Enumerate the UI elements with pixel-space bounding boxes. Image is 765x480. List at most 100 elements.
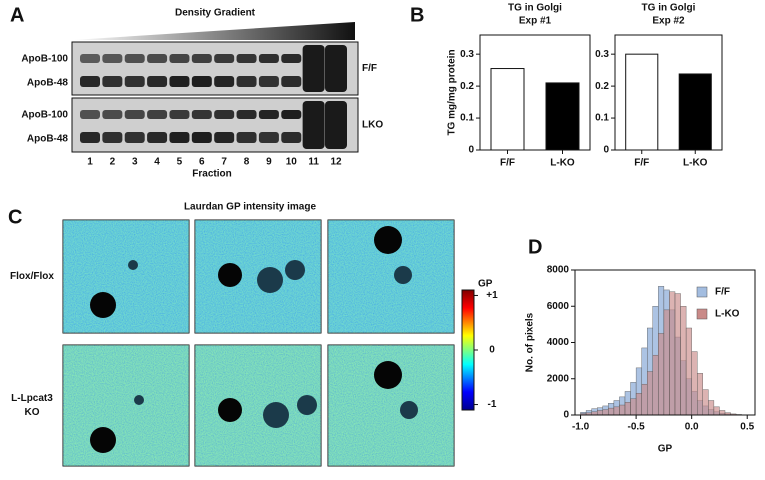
fraction-label: 11	[308, 157, 319, 168]
nucleus	[285, 260, 305, 280]
band-label: ApoB-48	[27, 134, 69, 145]
fraction-label: 10	[286, 157, 298, 168]
band	[325, 101, 347, 149]
bar	[678, 73, 712, 151]
band	[236, 54, 257, 63]
microscopy-images	[62, 219, 455, 467]
row-label: Flox/Flox	[10, 271, 54, 282]
band	[325, 45, 347, 92]
band	[302, 45, 325, 92]
band	[147, 54, 168, 63]
histogram-bar	[613, 406, 620, 416]
band	[80, 54, 100, 63]
fraction-label: 12	[330, 157, 342, 168]
band	[191, 54, 212, 63]
band	[102, 132, 123, 143]
nucleus	[90, 292, 116, 318]
x-tick-label: 0.0	[685, 422, 699, 433]
band	[169, 76, 190, 87]
band	[124, 110, 145, 119]
y-tick-label: 0	[468, 145, 474, 156]
histogram-bar	[630, 398, 637, 416]
gradient-wedge	[72, 22, 355, 40]
panel-letter: A	[10, 4, 24, 26]
band	[258, 110, 279, 119]
bar	[545, 82, 580, 151]
band	[124, 132, 145, 143]
panel-letter: D	[528, 236, 542, 258]
bar	[490, 68, 525, 151]
histogram-bar	[691, 351, 698, 416]
x-tick-label: -1.0	[572, 422, 590, 433]
band	[281, 76, 302, 87]
fraction-label: 5	[177, 157, 183, 168]
band	[214, 132, 235, 143]
axes-frame	[614, 34, 723, 151]
y-tick-label: 6000	[547, 301, 570, 312]
nucleus	[374, 226, 402, 254]
y-tick-label: 2000	[547, 373, 570, 384]
histogram-bar	[635, 393, 642, 416]
gradient-label: Density Gradient	[175, 8, 256, 19]
band	[281, 54, 302, 63]
band-label: ApoB-100	[21, 54, 68, 65]
band	[147, 76, 168, 87]
band	[169, 110, 190, 119]
histogram-bar	[647, 371, 653, 416]
band	[191, 110, 212, 119]
y-tick-label: 0.2	[460, 81, 474, 92]
band	[302, 101, 325, 149]
band	[102, 54, 123, 63]
colorbar-tick-label: +1	[486, 290, 498, 301]
fraction-label: 4	[154, 157, 160, 168]
histogram-bar	[685, 327, 692, 416]
nucleus	[90, 427, 116, 453]
fraction-label: 8	[244, 157, 250, 168]
x-tick-label: F/F	[634, 158, 649, 169]
histogram-bar	[669, 291, 676, 416]
y-tick-label: 0.1	[460, 113, 474, 124]
legend-label: F/F	[715, 287, 730, 298]
histogram-bar	[619, 404, 626, 416]
panel-title: Laurdan GP intensity image	[184, 202, 317, 213]
nucleus	[297, 395, 317, 415]
nucleus	[257, 267, 283, 293]
band	[191, 132, 212, 143]
bar	[625, 53, 659, 151]
band	[124, 54, 145, 63]
chart-title: TG in Golgi	[508, 3, 562, 14]
histogram-bar	[624, 402, 631, 416]
chart-title: Exp #2	[652, 16, 685, 27]
band	[214, 54, 235, 63]
band	[236, 76, 257, 87]
nucleus	[263, 402, 289, 428]
histogram-bar	[641, 383, 648, 416]
nucleus	[400, 401, 418, 419]
x-tick-label: 0.5	[740, 422, 754, 433]
band	[147, 132, 168, 143]
y-tick-label: 0.3	[595, 49, 609, 60]
y-tick-label: 0.2	[595, 81, 609, 92]
fraction-label: 6	[199, 157, 205, 168]
row-label: L-Lpcat3	[11, 393, 53, 404]
band	[236, 110, 257, 119]
group-label: LKO	[362, 120, 383, 131]
band	[124, 76, 145, 87]
band	[169, 132, 190, 143]
y-axis-label: No. of pixels	[525, 312, 536, 372]
nucleus	[134, 395, 144, 405]
row-label: KO	[25, 407, 40, 418]
band-label: ApoB-48	[27, 78, 69, 89]
nucleus	[128, 260, 138, 270]
fraction-label: 2	[110, 157, 116, 168]
y-tick-label: 0	[603, 145, 609, 156]
y-tick-label: 8000	[547, 265, 570, 276]
band-label: ApoB-100	[21, 110, 68, 121]
nucleus	[394, 266, 412, 284]
histogram-bar	[652, 354, 659, 416]
colorbar-title: GP	[478, 279, 493, 290]
fraction-label: 1	[87, 157, 93, 168]
band	[258, 76, 279, 87]
panel-letter: B	[410, 4, 424, 26]
